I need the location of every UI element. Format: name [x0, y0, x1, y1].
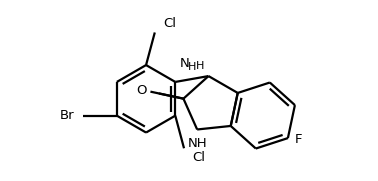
Text: N: N: [180, 57, 189, 70]
Text: Cl: Cl: [163, 17, 176, 30]
Text: Br: Br: [60, 109, 74, 122]
Text: NH: NH: [187, 137, 207, 150]
Text: O: O: [136, 84, 147, 97]
Text: H: H: [195, 61, 204, 71]
Text: Cl: Cl: [192, 151, 205, 164]
Text: H: H: [188, 62, 196, 72]
Text: F: F: [295, 133, 303, 146]
